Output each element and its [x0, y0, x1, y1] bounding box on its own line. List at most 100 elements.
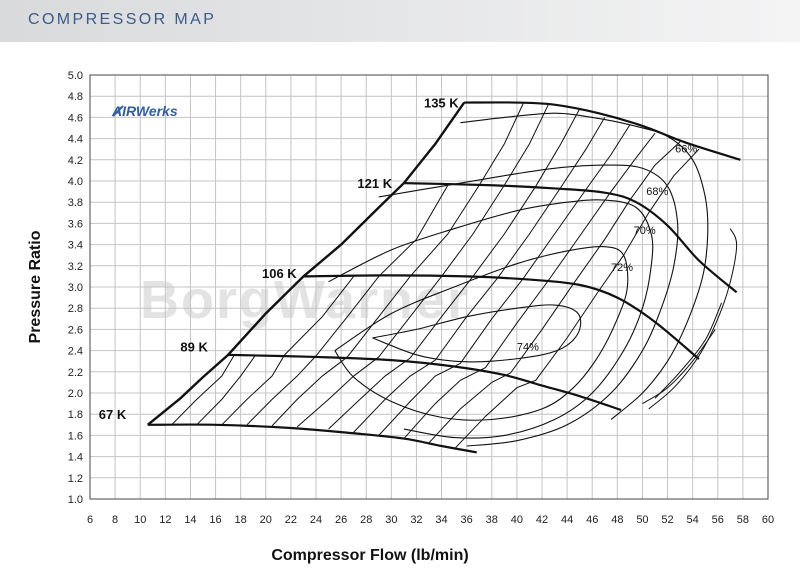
x-tick-label: 22 — [285, 514, 297, 526]
y-tick-label: 2.6 — [68, 324, 83, 336]
x-tick-label: 56 — [712, 514, 724, 526]
y-axis-ticks: 1.0 1.2 1.4 1.6 1.8 2.0 2.2 2.4 2.6 2.8 3.0 3.2 3.4 3… — [68, 70, 83, 506]
y-tick-label: 3.0 — [68, 282, 83, 294]
x-tick-label: 42 — [536, 514, 548, 526]
x-tick-label: 58 — [737, 514, 749, 526]
x-tick-label: 44 — [561, 514, 573, 526]
x-tick-label: 16 — [209, 514, 221, 526]
efficiency-label: 70% — [634, 225, 656, 237]
efficiency-contour — [648, 228, 738, 410]
y-tick-label: 5.0 — [68, 70, 83, 82]
efficiency-label: 66% — [675, 143, 697, 155]
x-tick-label: 18 — [235, 514, 247, 526]
surge-line — [146, 101, 466, 426]
x-tick-label: 24 — [310, 514, 322, 526]
speed-line-label: 67 K — [99, 407, 127, 422]
x-tick-label: 12 — [159, 514, 171, 526]
y-tick-label: 1.4 — [68, 452, 83, 464]
y-tick-label: 4.6 — [68, 112, 83, 124]
header-bar: COMPRESSOR MAP — [0, 0, 800, 42]
efficiency-contour — [642, 329, 716, 405]
flow-line — [353, 117, 606, 433]
speed-line-89k — [228, 353, 622, 412]
y-tick-label: 1.6 — [68, 430, 83, 442]
efficiency-label: 74% — [517, 342, 539, 354]
x-tick-label: 10 — [134, 514, 146, 526]
flow-line — [271, 103, 524, 427]
x-tick-label: 54 — [687, 514, 699, 526]
logo-swoosh-icon — [112, 105, 124, 117]
x-tick-label: 34 — [435, 514, 447, 526]
x-tick-label: 26 — [335, 514, 347, 526]
y-axis-label: Pressure Ratio — [27, 230, 44, 343]
page-title: COMPRESSOR MAP — [28, 11, 217, 28]
flow-line — [196, 354, 257, 426]
efficiency-island-68 — [378, 164, 679, 447]
airwerks-logo-text: AIRWerks — [111, 103, 178, 119]
x-tick-label: 6 — [87, 514, 93, 526]
flow-line — [296, 104, 549, 428]
x-tick-label: 46 — [586, 514, 598, 526]
y-tick-label: 3.6 — [68, 218, 83, 230]
x-tick-label: 20 — [260, 514, 272, 526]
y-tick-label: 4.2 — [68, 155, 83, 167]
x-tick-label: 50 — [636, 514, 648, 526]
speed-line-135k — [464, 101, 741, 161]
speed-line-label: 106 K — [262, 266, 297, 281]
efficiency-contour — [654, 302, 723, 399]
flow-line — [246, 184, 449, 426]
chart-grid — [89, 74, 769, 500]
y-tick-label: 1.0 — [68, 494, 83, 506]
x-tick-label: 36 — [461, 514, 473, 526]
x-tick-label: 60 — [762, 514, 774, 526]
speed-line-121k — [403, 182, 738, 294]
x-tick-label: 32 — [410, 514, 422, 526]
efficiency-island-74 — [372, 304, 582, 363]
y-tick-label: 2.4 — [68, 346, 83, 358]
flow-line — [328, 108, 581, 430]
brand-watermark: BorgWarner — [140, 270, 470, 330]
airwerks-logo: AIRWerks — [111, 103, 178, 119]
y-tick-label: 4.0 — [68, 176, 83, 188]
x-tick-label: 52 — [661, 514, 673, 526]
y-tick-label: 2.8 — [68, 303, 83, 315]
x-axis-label: Compressor Flow (lb/min) — [271, 547, 468, 564]
plot-frame — [89, 74, 769, 500]
y-tick-label: 1.8 — [68, 409, 83, 421]
x-axis-ticks: 6 8 10 12 14 16 18 20 22 24 26 28 30 32 34 36 38 40 42 44 46… — [87, 514, 774, 526]
y-tick-label: 3.2 — [68, 261, 83, 273]
x-tick-label: 30 — [385, 514, 397, 526]
x-tick-label: 48 — [611, 514, 623, 526]
efficiency-island-66 — [460, 112, 709, 420]
efficiency-label: 72% — [611, 262, 633, 274]
flow-line — [378, 124, 631, 436]
y-tick-label: 2.0 — [68, 388, 83, 400]
x-tick-label: 8 — [112, 514, 118, 526]
speed-line-106k — [303, 274, 700, 360]
speed-line-label: 121 K — [357, 176, 392, 191]
map-curves — [146, 101, 741, 454]
efficiency-island-72 — [334, 246, 629, 421]
map-labels: 74% 72% 70% 68% 66% 67 K 89 K 106 K 121 K 135 K — [99, 96, 698, 423]
y-tick-label: 3.4 — [68, 240, 83, 252]
y-tick-label: 4.4 — [68, 134, 83, 146]
flow-line — [453, 148, 700, 450]
y-tick-label: 1.2 — [68, 473, 83, 485]
flow-line — [171, 354, 235, 426]
efficiency-label: 68% — [646, 186, 668, 198]
y-tick-label: 4.8 — [68, 91, 83, 103]
flow-line — [403, 132, 656, 439]
flow-line — [221, 276, 355, 426]
y-tick-label: 3.8 — [68, 197, 83, 209]
x-tick-label: 40 — [511, 514, 523, 526]
efficiency-island-70 — [328, 199, 654, 439]
y-tick-label: 2.2 — [68, 367, 83, 379]
x-tick-label: 14 — [184, 514, 196, 526]
speed-line-67k — [147, 423, 477, 454]
x-tick-label: 38 — [486, 514, 498, 526]
speed-line-label: 89 K — [180, 339, 208, 354]
x-tick-label: 28 — [360, 514, 372, 526]
flow-line — [428, 141, 681, 444]
speed-line-label: 135 K — [424, 96, 459, 111]
